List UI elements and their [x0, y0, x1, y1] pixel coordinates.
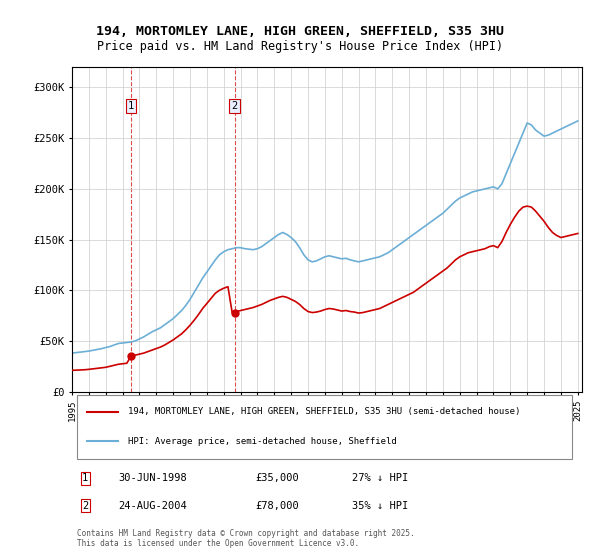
Text: HPI: Average price, semi-detached house, Sheffield: HPI: Average price, semi-detached house,… [128, 437, 397, 446]
Text: Contains HM Land Registry data © Crown copyright and database right 2025.
This d: Contains HM Land Registry data © Crown c… [77, 529, 415, 548]
Text: 35% ↓ HPI: 35% ↓ HPI [353, 501, 409, 511]
Text: 1: 1 [128, 101, 134, 111]
FancyBboxPatch shape [77, 395, 572, 459]
Text: Price paid vs. HM Land Registry's House Price Index (HPI): Price paid vs. HM Land Registry's House … [97, 40, 503, 53]
Text: 2: 2 [82, 501, 88, 511]
Text: 194, MORTOMLEY LANE, HIGH GREEN, SHEFFIELD, S35 3HU: 194, MORTOMLEY LANE, HIGH GREEN, SHEFFIE… [96, 25, 504, 38]
Bar [131, 67, 235, 132]
Text: £78,000: £78,000 [256, 501, 299, 511]
Text: £35,000: £35,000 [256, 473, 299, 483]
Text: 24-AUG-2004: 24-AUG-2004 [118, 501, 187, 511]
Text: 194, MORTOMLEY LANE, HIGH GREEN, SHEFFIELD, S35 3HU (semi-detached house): 194, MORTOMLEY LANE, HIGH GREEN, SHEFFIE… [128, 407, 520, 416]
Text: 2: 2 [232, 101, 238, 111]
Text: 1: 1 [82, 473, 88, 483]
Text: 27% ↓ HPI: 27% ↓ HPI [353, 473, 409, 483]
Text: 30-JUN-1998: 30-JUN-1998 [118, 473, 187, 483]
